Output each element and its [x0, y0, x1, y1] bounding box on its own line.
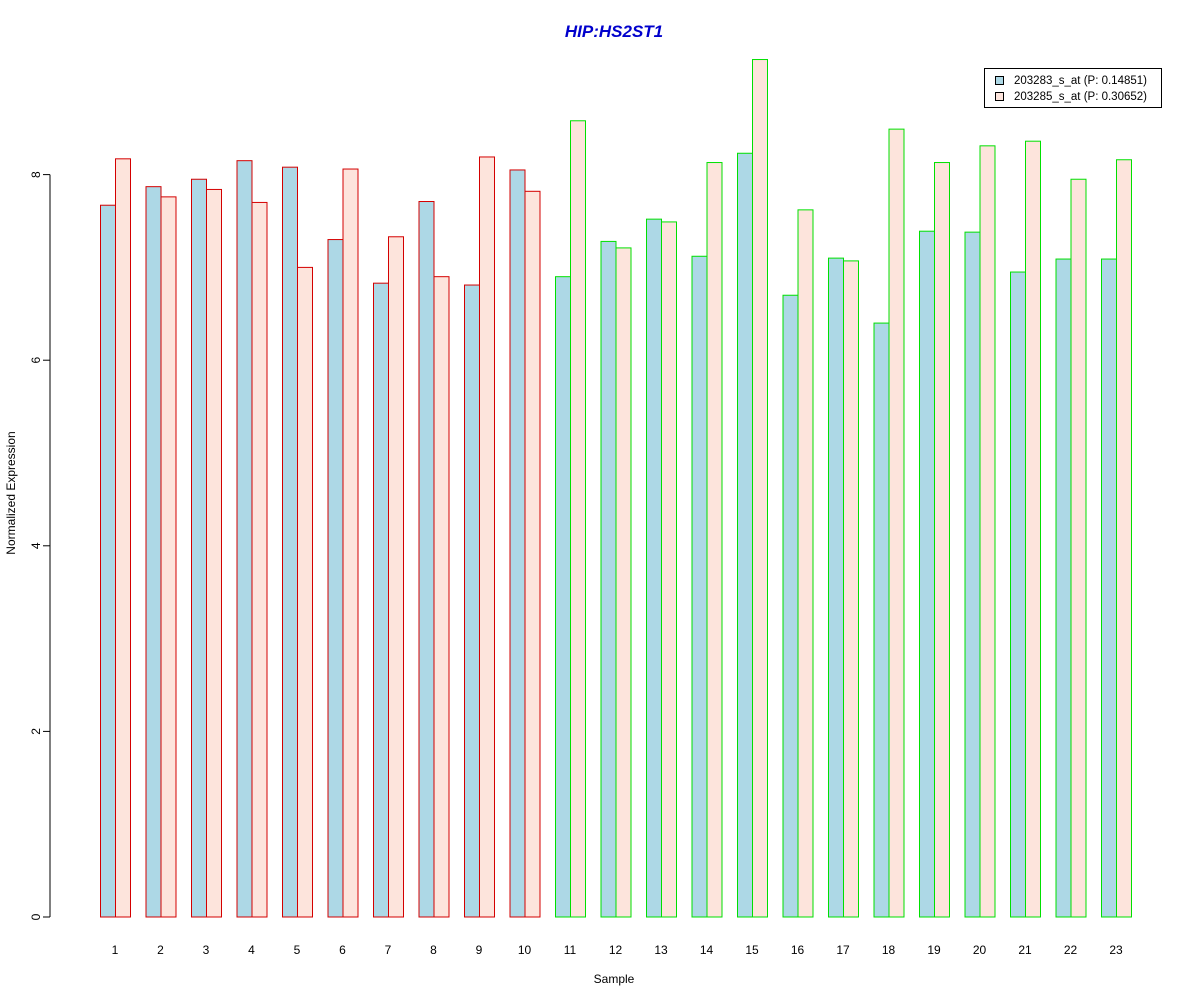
- bar-series-2-sample-18: [888, 128, 905, 918]
- legend-label: 203285_s_at (P: 0.30652): [1014, 91, 1147, 103]
- x-tick-label: 15: [745, 943, 759, 957]
- bar-series-1-sample-17: [828, 257, 844, 918]
- x-tick-label: 2: [157, 943, 164, 957]
- bar-series-1-sample-8: [418, 201, 435, 918]
- bar-series-1-sample-19: [919, 230, 935, 918]
- x-tick-label: 21: [1018, 943, 1032, 957]
- bar-series-2-sample-1: [115, 158, 131, 918]
- x-tick-label: 22: [1064, 943, 1078, 957]
- bar-series-1-sample-7: [373, 282, 389, 918]
- bar-series-2-sample-14: [706, 162, 723, 918]
- legend-box: [984, 68, 1162, 108]
- bar-series-1-sample-2: [145, 186, 162, 918]
- bar-series-1-sample-9: [464, 284, 480, 918]
- y-tick-label: 2: [29, 728, 43, 735]
- bar-series-1-sample-4: [236, 160, 253, 918]
- bar-series-1-sample-1: [100, 204, 116, 918]
- x-tick-label: 7: [385, 943, 392, 957]
- bars-group: [100, 59, 1132, 918]
- bar-series-2-sample-11: [570, 120, 586, 918]
- y-tick-label: 6: [29, 357, 43, 364]
- bar-series-1-sample-14: [691, 255, 708, 918]
- x-tick-label: 14: [700, 943, 714, 957]
- bar-series-2-sample-17: [843, 260, 859, 918]
- x-tick-label: 1: [112, 943, 119, 957]
- bar-series-2-sample-21: [1025, 140, 1041, 918]
- x-tick-label: 6: [339, 943, 346, 957]
- bar-series-2-sample-13: [661, 221, 677, 918]
- bar-series-2-sample-5: [297, 266, 313, 918]
- bar-series-1-sample-21: [1010, 271, 1026, 918]
- bar-series-2-sample-22: [1070, 178, 1087, 918]
- bar-series-1-sample-3: [191, 178, 207, 918]
- y-tick-label: 0: [29, 913, 43, 920]
- bar-series-2-sample-16: [797, 209, 814, 918]
- bar-series-2-sample-10: [524, 190, 541, 918]
- legend-label: 203283_s_at (P: 0.14851): [1014, 75, 1147, 87]
- y-tick-label: 4: [29, 542, 43, 549]
- x-tick-label: 9: [476, 943, 483, 957]
- x-tick-label: 17: [836, 943, 850, 957]
- x-tick-label: 3: [203, 943, 210, 957]
- bar-series-2-sample-15: [752, 59, 768, 918]
- x-tick-label: 18: [882, 943, 896, 957]
- legend: 203283_s_at (P: 0.14851) 203285_s_at (P: …: [984, 68, 1162, 108]
- bar-series-2-sample-2: [160, 196, 177, 918]
- x-tick-label: 19: [927, 943, 941, 957]
- bar-series-1-sample-11: [555, 276, 571, 918]
- x-tick-label: 16: [791, 943, 805, 957]
- bar-series-1-sample-12: [600, 240, 617, 918]
- bar-series-1-sample-5: [282, 166, 298, 918]
- bar-series-1-sample-10: [509, 169, 526, 918]
- x-tick-label: 12: [609, 943, 623, 957]
- bar-series-2-sample-7: [388, 236, 404, 918]
- bar-series-2-sample-8: [433, 276, 450, 918]
- x-tick-label: 20: [973, 943, 987, 957]
- legend-swatch: [995, 92, 1004, 101]
- x-tick-label: 8: [430, 943, 437, 957]
- bar-series-2-sample-19: [934, 162, 950, 918]
- x-tick-label: 5: [294, 943, 301, 957]
- x-tick-label: 13: [654, 943, 668, 957]
- x-tick-label: 23: [1109, 943, 1123, 957]
- y-axis-label: Normalized Expression: [4, 431, 18, 554]
- x-tick-label: 11: [564, 943, 577, 957]
- bar-series-2-sample-9: [479, 156, 495, 918]
- bar-series-1-sample-6: [327, 239, 344, 918]
- bar-series-2-sample-23: [1116, 159, 1132, 918]
- bar-series-1-sample-18: [873, 322, 890, 918]
- x-axis-label: Sample: [594, 972, 635, 986]
- bar-series-2-sample-3: [206, 188, 222, 918]
- x-tick-label: 10: [518, 943, 532, 957]
- chart-title: HIP:HS2ST1: [565, 22, 663, 41]
- bar-series-2-sample-4: [251, 201, 268, 918]
- legend-swatch: [995, 76, 1004, 85]
- bar-series-2-sample-6: [342, 168, 359, 918]
- bar-series-1-sample-22: [1055, 258, 1072, 918]
- bar-series-1-sample-13: [646, 218, 662, 918]
- y-axis: 0 2 4 6 8: [29, 171, 51, 920]
- bar-series-1-sample-23: [1101, 258, 1117, 918]
- x-axis-tick-labels: 1 2 3 4 5 6 7 8 9 10 11 12 13 14 15 16 17 18 19 20 21 22 23: [112, 943, 1123, 957]
- bar-series-2-sample-20: [979, 145, 996, 918]
- y-tick-label: 8: [29, 171, 43, 178]
- bar-series-1-sample-16: [782, 294, 799, 918]
- x-tick-label: 4: [248, 943, 255, 957]
- bar-series-1-sample-20: [964, 231, 981, 918]
- bar-series-2-sample-12: [615, 247, 632, 918]
- bar-series-1-sample-15: [737, 152, 753, 918]
